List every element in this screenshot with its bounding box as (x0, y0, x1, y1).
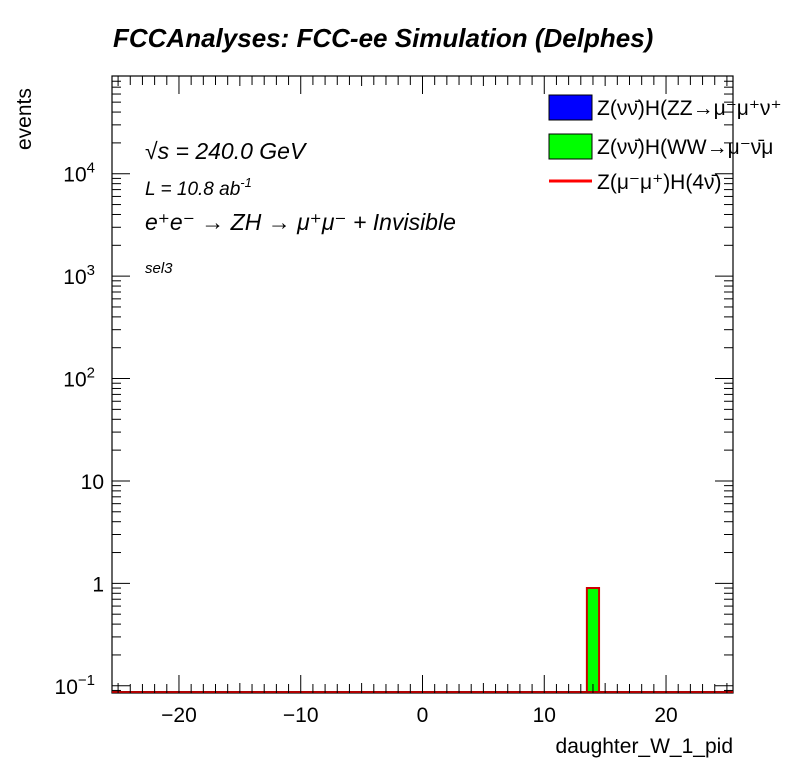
luminosity-annotation: L = 10.8 ab-1 (145, 175, 252, 200)
chart-title: FCCAnalyses: FCC-ee Simulation (Delphes) (113, 23, 653, 53)
x-tick-label: 0 (417, 704, 429, 727)
legend-entry: Z(νν̄)H(ZZ→μ⁻μ⁺ν⁺ (548, 94, 782, 121)
y-tick-label: 104 (63, 160, 95, 187)
plot-frame (111, 75, 734, 694)
legend-label: Z(νν̄)H(ZZ→μ⁻μ⁺ν⁺ (597, 97, 782, 120)
legend-swatch (548, 133, 593, 160)
x-tick-label: −20 (161, 704, 197, 727)
x-axis-label: daughter_W_1_pid (556, 735, 733, 758)
legend-label: Z(νν̄)H(WW→μ⁻ν̄μ (597, 136, 773, 159)
histogram-bar (586, 588, 600, 693)
x-tick-label: −10 (283, 704, 319, 727)
energy-annotation: √s = 240.0 GeV (145, 138, 308, 164)
x-tick-label: 10 (533, 704, 556, 727)
y-axis: 10−1 1 10 102 103 104 (55, 75, 733, 699)
process-annotation: e⁺e⁻ → ZH → μ⁺μ⁻ + Invisible (145, 209, 456, 235)
y-tick-label: 1 (92, 573, 104, 596)
legend-entry: Z(μ⁻μ⁺)H(4ν̄) (549, 171, 722, 194)
y-tick-label: 10−1 (55, 672, 95, 699)
legend-entry: Z(νν̄)H(WW→μ⁻ν̄μ (548, 133, 773, 160)
y-axis-label: events (13, 88, 36, 150)
y-tick-label: 102 (63, 365, 95, 392)
y-tick-label: 10 (81, 471, 104, 494)
legend-swatch (548, 94, 593, 121)
legend-label: Z(μ⁻μ⁺)H(4ν̄) (597, 171, 722, 194)
y-tick-label: 103 (63, 262, 95, 289)
histogram-bar-outline (585, 587, 601, 693)
selection-annotation: sel3 (145, 260, 173, 277)
x-axis: −20 −10 0 10 20 (117, 76, 728, 727)
x-tick-label: 20 (654, 704, 677, 727)
bars-layer (585, 587, 601, 693)
legend: Z(νν̄)H(ZZ→μ⁻μ⁺ν⁺ Z(νν̄)H(WW→μ⁻ν̄μ Z(μ⁻μ⁺)… (548, 94, 782, 194)
